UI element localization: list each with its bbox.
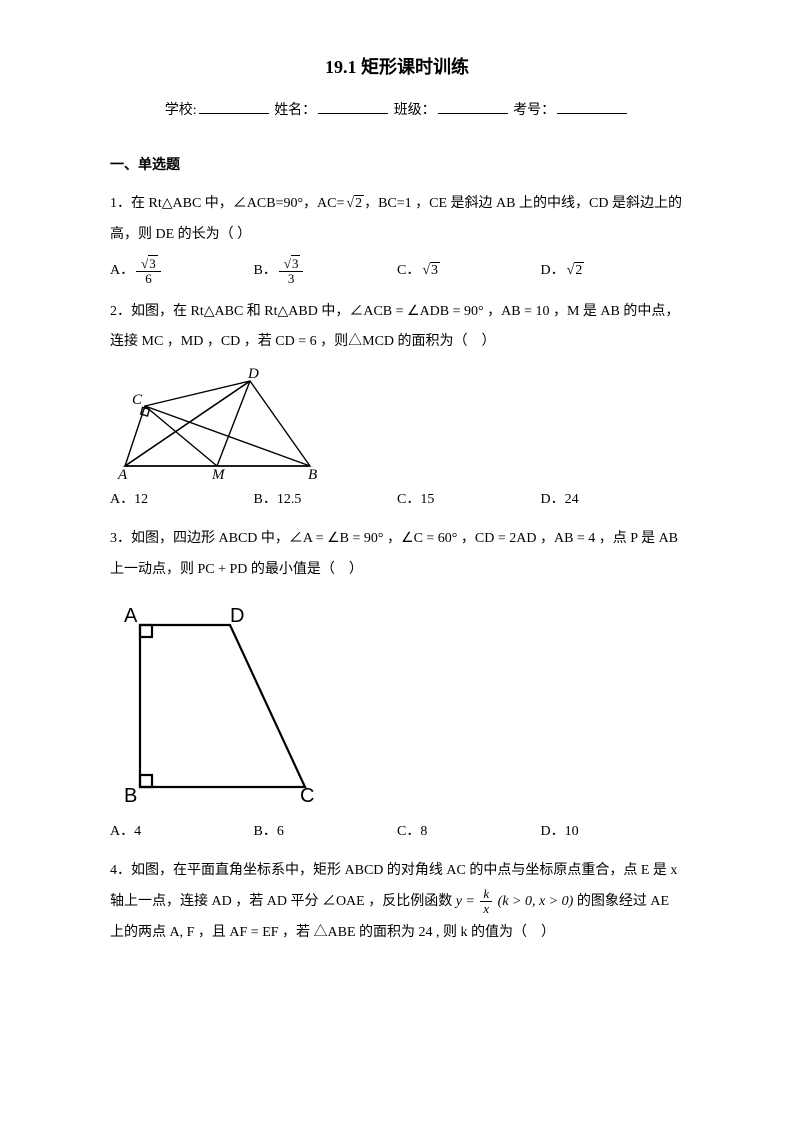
name-label: 姓名： [274, 103, 316, 118]
school-blank[interactable] [199, 100, 269, 114]
exam-label: 考号： [513, 103, 555, 118]
q4-func-y: y = [456, 894, 475, 909]
school-label: 学校: [165, 103, 197, 118]
q3-label-D: D [230, 605, 244, 627]
section-heading: 一、单选题 [110, 153, 684, 180]
q3-option-a[interactable]: A．4 [110, 819, 254, 846]
q3-label-A: A [124, 605, 138, 627]
question-1: 1．在 Rt△ABC 中，∠ACB=90°，AC=2，BC=1 ，CE 是斜边 … [110, 189, 684, 251]
q2-label-A: A [117, 467, 128, 481]
q1-option-c[interactable]: C． 3 [397, 257, 541, 287]
q2-label-C: C [132, 392, 143, 408]
q1-optD-sqrt: 2 [565, 258, 585, 285]
q1-optB-frac: 3 3 [279, 257, 304, 287]
q2-option-c[interactable]: C．15 [397, 487, 541, 514]
name-blank[interactable] [318, 100, 388, 114]
q1-option-a[interactable]: A． 3 6 [110, 257, 254, 287]
q2-label-B: B [308, 467, 317, 481]
q3-label-B: B [124, 785, 137, 807]
header-fields: 学校: 姓名： 班级： 考号： [110, 98, 684, 125]
q2-options: A．12 B．12.5 C．15 D．24 [110, 487, 684, 514]
q2-figure: A M B C D [110, 366, 684, 481]
page-title: 19.1 矩形课时训练 [110, 50, 684, 84]
q1-option-d[interactable]: D． 2 [541, 257, 685, 287]
q1-option-b[interactable]: B． 3 3 [254, 257, 398, 287]
q3-option-d[interactable]: D．10 [541, 819, 685, 846]
q1-options: A． 3 6 B． 3 3 C． 3 D． 2 [110, 257, 684, 287]
q3-option-b[interactable]: B．6 [254, 819, 398, 846]
q3-option-c[interactable]: C．8 [397, 819, 541, 846]
q1-optB-label: B． [254, 258, 277, 285]
q1-optD-label: D． [541, 258, 565, 285]
class-label: 班级： [394, 103, 436, 118]
q3-label-C: C [300, 785, 314, 807]
exam-blank[interactable] [557, 100, 627, 114]
q2-option-d[interactable]: D．24 [541, 487, 685, 514]
q2-label-M: M [211, 467, 226, 481]
question-2: 2．如图，在 Rt△ABC 和 Rt△ABD 中，∠ACB = ∠ADB = 9… [110, 297, 684, 359]
q1-sqrt2: 2 [344, 189, 364, 220]
q4-func-cond: (k > 0, x > 0) [498, 894, 574, 909]
q2-label-D: D [247, 366, 259, 382]
class-blank[interactable] [438, 100, 508, 114]
q3-options: A．4 B．6 C．8 D．10 [110, 819, 684, 846]
q1-optA-label: A． [110, 258, 134, 285]
q1-text-part1: 1．在 Rt△ABC 中，∠ACB=90°，AC= [110, 196, 344, 211]
q1-optA-frac: 3 6 [136, 257, 161, 287]
q2-option-a[interactable]: A．12 [110, 487, 254, 514]
question-3: 3．如图，四边形 ABCD 中，∠A = ∠B = 90° ，∠C = 60° … [110, 524, 684, 586]
q4-func-frac: k x [480, 887, 492, 917]
q2-option-b[interactable]: B．12.5 [254, 487, 398, 514]
q1-optC-label: C． [397, 258, 420, 285]
q1-optC-sqrt: 3 [420, 258, 440, 285]
q3-figure: A D B C [110, 597, 684, 807]
question-4: 4．如图，在平面直角坐标系中，矩形 ABCD 的对角线 AC 的中点与坐标原点重… [110, 856, 684, 948]
